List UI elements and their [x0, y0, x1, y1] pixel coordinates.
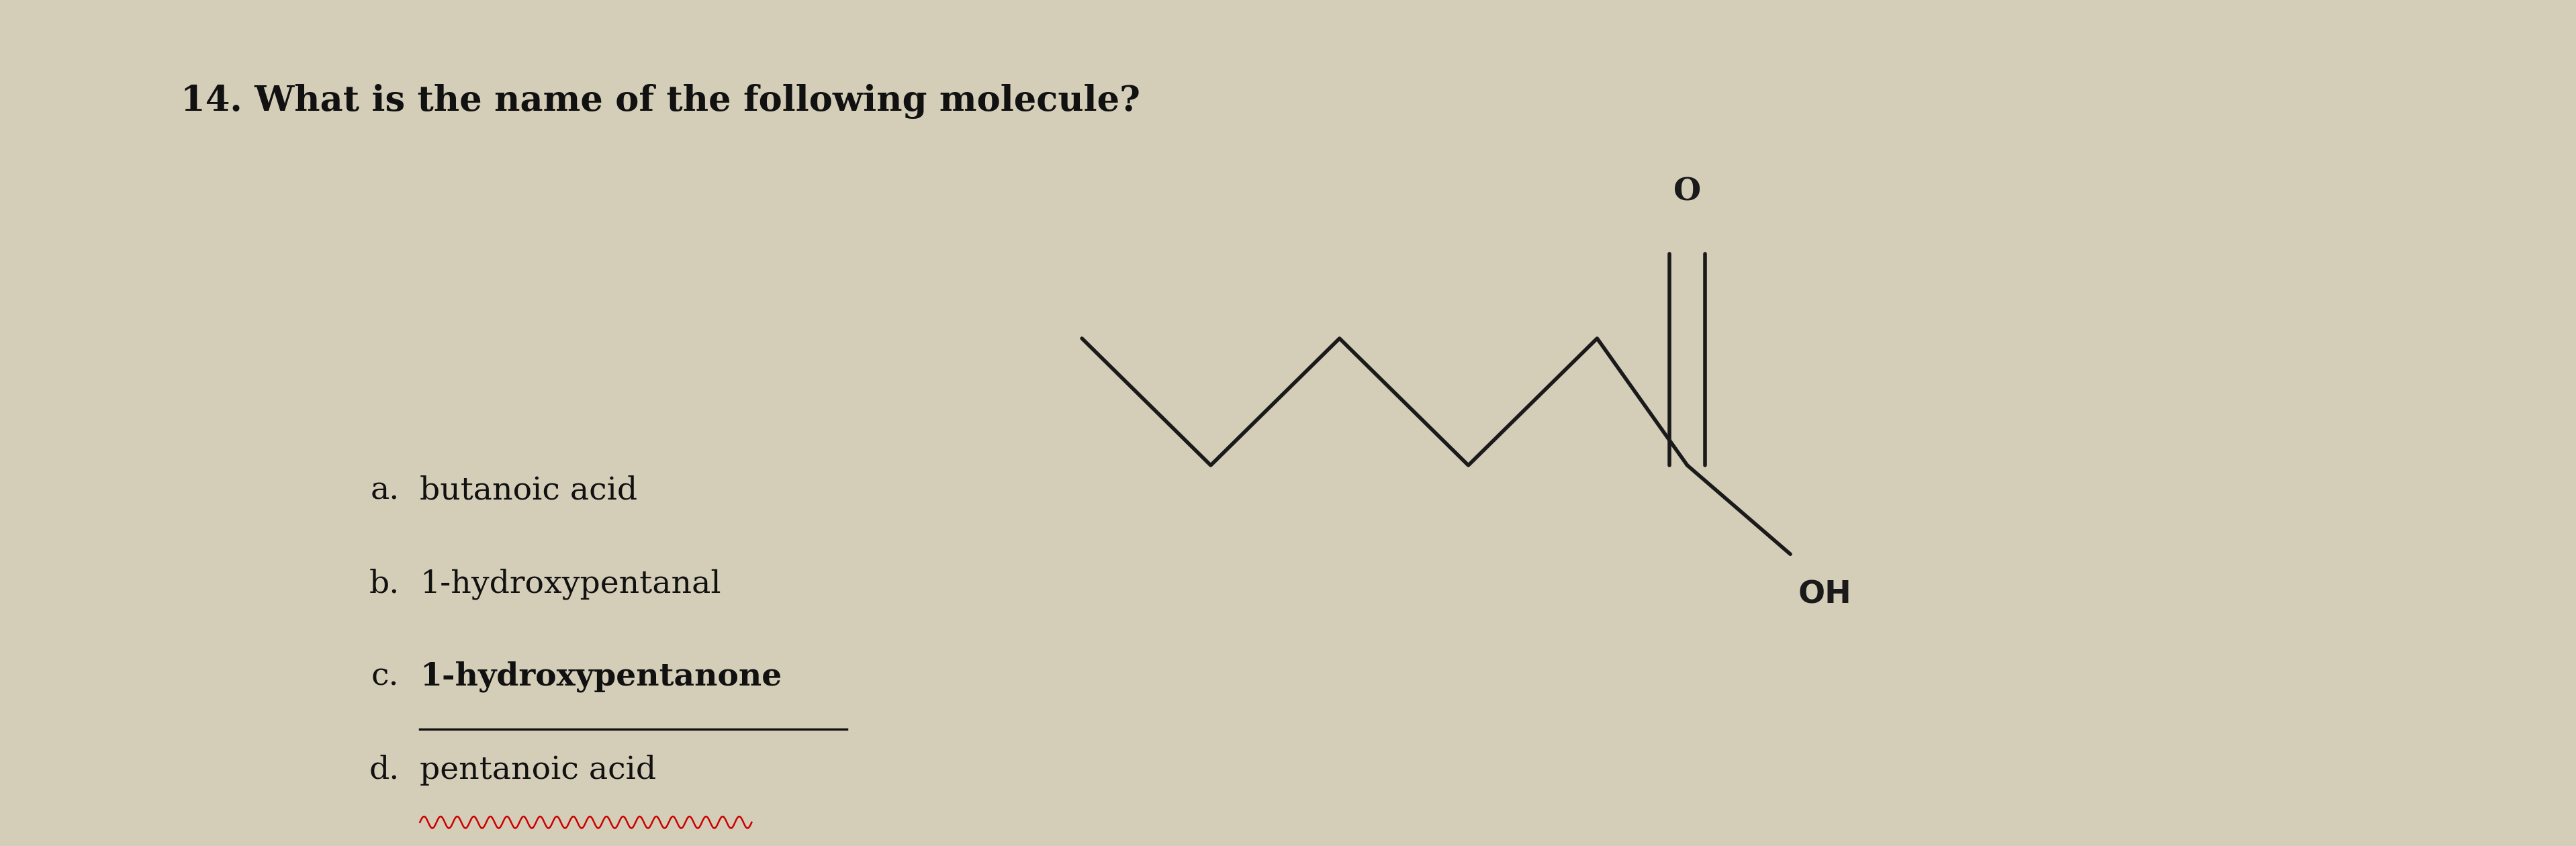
Text: c.: c.	[371, 662, 399, 692]
Text: butanoic acid: butanoic acid	[420, 475, 636, 506]
Text: a.: a.	[371, 475, 399, 506]
Text: 14. What is the name of the following molecule?: 14. What is the name of the following mo…	[180, 84, 1141, 119]
Text: d.: d.	[368, 755, 399, 785]
Text: O: O	[1674, 176, 1700, 207]
Text: b.: b.	[368, 569, 399, 599]
Text: OH: OH	[1798, 580, 1852, 610]
Text: 1-hydroxypentanal: 1-hydroxypentanal	[420, 569, 721, 599]
Text: 1-hydroxypentanone: 1-hydroxypentanone	[420, 662, 783, 692]
Text: pentanoic acid: pentanoic acid	[420, 755, 657, 785]
